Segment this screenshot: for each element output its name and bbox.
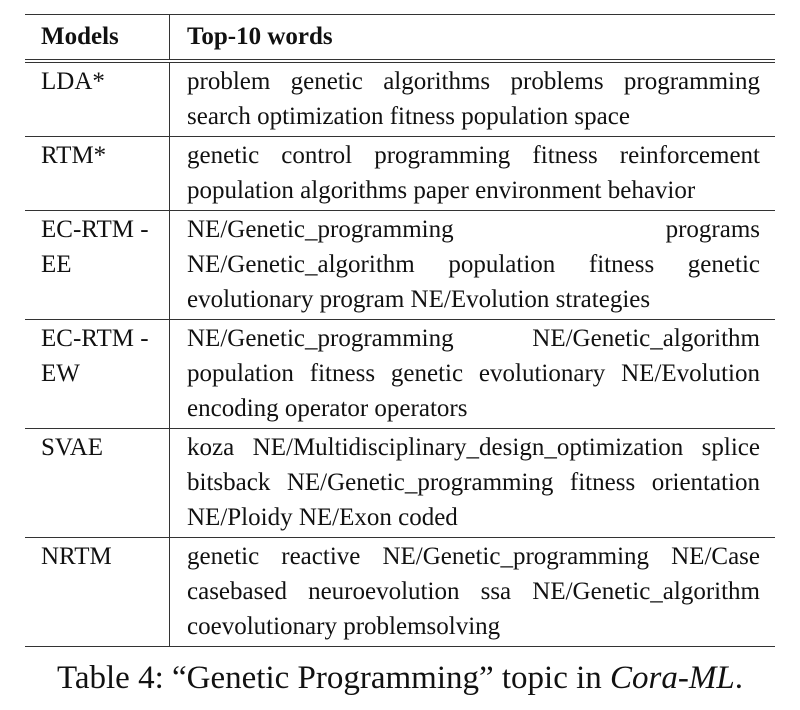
model-name: NRTM (25, 537, 170, 647)
top-words: koza NE/Multidisciplinary_design_optimiz… (169, 428, 775, 538)
header-top-words: Top-10 words (169, 14, 775, 63)
top-words: problem genetic algorithms problems prog… (169, 61, 775, 137)
table-row: SVAE koza NE/Multidisciplinary_design_op… (25, 428, 775, 538)
caption-suffix: . (734, 660, 743, 696)
caption-prefix: Table 4: “Genetic Programming” topic in (57, 660, 611, 696)
top-words: genetic control programming fitness rein… (169, 136, 775, 211)
top-words: genetic reactive NE/Genetic_programming … (169, 537, 775, 647)
top-words-table: Models Top-10 words LDA* problem genetic… (25, 14, 775, 647)
model-name: RTM* (25, 136, 170, 211)
top-words: NE/Genetic_programming programs NE/Genet… (169, 210, 775, 320)
table-row: RTM* genetic control programming fitness… (25, 136, 775, 211)
table-caption: Table 4: “Genetic Programming” topic in … (0, 660, 800, 697)
table-row: LDA* problem genetic algorithms problems… (25, 61, 775, 137)
model-name: EC-RTM -EE (25, 210, 170, 320)
model-name: LDA* (25, 61, 170, 137)
top-words: NE/Genetic_programming NE/Genetic_algori… (169, 319, 775, 429)
header-row: Models Top-10 words (25, 14, 775, 63)
caption-dataset-name: Cora-ML (610, 660, 735, 696)
table-row: EC-RTM -EE NE/Genetic_programming progra… (25, 210, 775, 320)
model-name: EC-RTM -EW (25, 319, 170, 429)
table-row: NRTM genetic reactive NE/Genetic_program… (25, 537, 775, 647)
header-models: Models (25, 14, 170, 63)
results-table-container: Models Top-10 words LDA* problem genetic… (25, 14, 775, 647)
model-name: SVAE (25, 428, 170, 538)
table-row: EC-RTM -EW NE/Genetic_programming NE/Gen… (25, 319, 775, 429)
table-header: Models Top-10 words (25, 14, 775, 63)
table-body: LDA* problem genetic algorithms problems… (25, 61, 775, 647)
